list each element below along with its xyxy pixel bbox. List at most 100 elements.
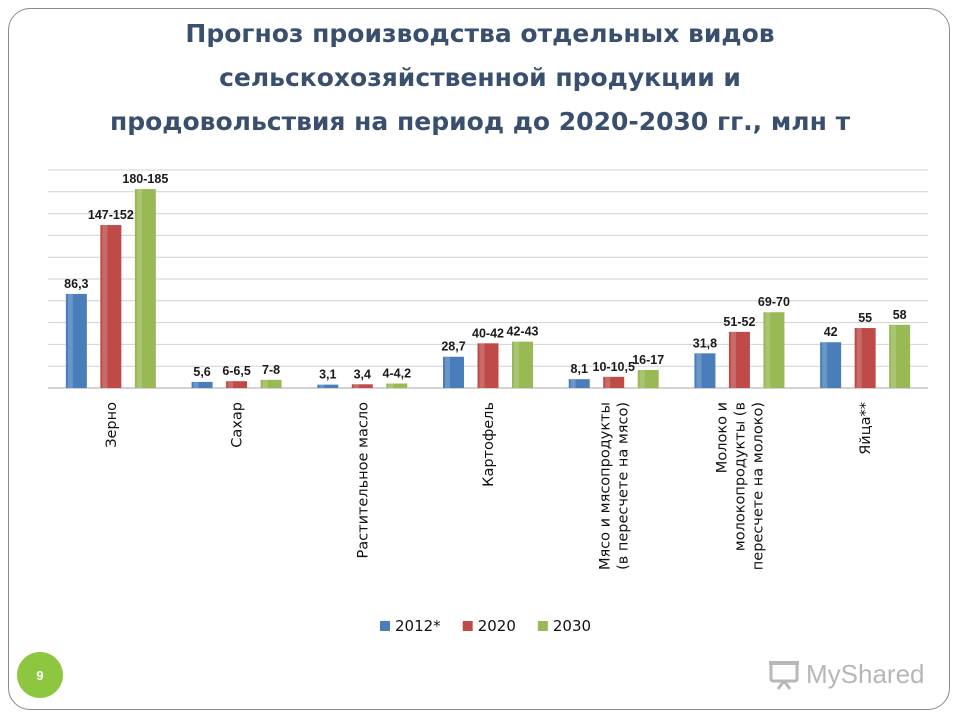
title-line-1: Прогноз производства отдельных видов <box>185 19 775 48</box>
data-label: 31,8 <box>693 336 717 350</box>
data-label: 40-42 <box>472 326 504 340</box>
category-label-line: Молоко и <box>714 402 730 473</box>
bar <box>260 379 282 388</box>
bar <box>443 356 464 388</box>
data-label: 51-52 <box>723 315 755 329</box>
data-label: 147-152 <box>88 208 134 222</box>
data-label: 28,7 <box>441 340 465 354</box>
bar-highlight <box>514 341 519 388</box>
bar <box>603 376 625 388</box>
bar <box>820 342 842 388</box>
category-label-line: Растительное масло <box>355 402 371 559</box>
bar <box>100 225 122 388</box>
category-label-line: молокопродукты (в <box>732 402 748 551</box>
category-label-line: Зерно <box>104 402 120 448</box>
bar <box>728 331 750 388</box>
category-label: Зерно <box>104 402 120 448</box>
legend-swatch <box>380 621 390 631</box>
data-label: 6-6,5 <box>222 364 251 378</box>
legend-swatch <box>462 621 473 631</box>
bar <box>637 370 659 388</box>
bar <box>191 381 213 388</box>
bar <box>889 324 911 388</box>
legend-label: 2030 <box>553 617 591 635</box>
legend-label: 2020 <box>478 617 516 635</box>
category-label: Мясо и мясопродукты (в пересчете на мясо) <box>598 402 632 570</box>
category-label-line: (в пересчете на мясо) <box>616 402 632 570</box>
title-line-2: сельскохозяйственной продукции и <box>219 63 741 92</box>
data-label: 3,1 <box>319 368 336 382</box>
bar <box>512 341 533 388</box>
category-label-line: Яйца** <box>858 402 874 455</box>
bar-highlight <box>193 381 199 388</box>
category-label: Картофель <box>481 402 497 487</box>
bar-highlight <box>730 331 736 388</box>
bar <box>317 384 339 388</box>
bar <box>351 384 373 388</box>
legend-label: 2012* <box>395 617 441 635</box>
legend-swatch <box>537 621 548 631</box>
bar <box>65 293 87 388</box>
data-label: 7-8 <box>262 363 280 377</box>
data-labels: 86,3 147-152 180-185 5,6 6-6,5 7-8 3,1 3,4 4-4,2… <box>64 172 906 382</box>
bar-highlight <box>605 376 611 388</box>
category-label: Растительное масло <box>355 402 371 559</box>
bars <box>65 189 911 388</box>
slide-title: Прогноз производства отдельных видов сел… <box>40 12 920 144</box>
bar-highlight <box>856 328 862 388</box>
category-labels: Зерно Сахар Растительное масло Картофель Мяс… <box>104 402 874 570</box>
bar-highlight <box>822 342 828 388</box>
data-label: 3,4 <box>354 367 371 381</box>
bar-highlight <box>765 312 771 388</box>
watermark-text: MyShared <box>806 658 925 689</box>
category-label: Молоко и молокопродукты (в пересчете на мо… <box>714 402 766 570</box>
bar <box>386 383 408 388</box>
legend: 2012* 2020 2030 <box>380 617 591 635</box>
data-label: 86,3 <box>64 277 88 291</box>
data-label: 180-185 <box>122 172 168 186</box>
data-label: 8,1 <box>571 362 588 376</box>
bar-highlight <box>67 293 73 388</box>
category-label-line: Картофель <box>481 402 497 487</box>
data-label: 42-43 <box>507 325 539 339</box>
bar-highlight <box>696 353 702 388</box>
data-label: 10-10,5 <box>593 360 635 374</box>
slide-frame <box>8 8 950 710</box>
category-label: Яйца** <box>858 402 874 455</box>
data-label: 55 <box>858 311 872 325</box>
bar <box>763 312 785 388</box>
data-label: 16-17 <box>632 353 664 367</box>
category-label-line: Мясо и мясопродукты <box>598 402 614 570</box>
bar <box>477 343 499 388</box>
data-label: 4-4,2 <box>383 367 412 381</box>
bar <box>226 381 248 388</box>
bar-highlight <box>102 225 108 388</box>
bar-highlight <box>891 324 897 388</box>
category-label-line: Сахар <box>230 402 246 448</box>
presentation-icon <box>769 661 799 690</box>
data-label: 42 <box>824 325 838 339</box>
page-number-badge: 9 <box>17 652 63 698</box>
bar-highlight <box>570 379 576 388</box>
bar-highlight <box>445 356 450 388</box>
data-label: 58 <box>893 308 907 322</box>
bar-highlight <box>228 381 234 388</box>
bar-highlight <box>353 384 359 388</box>
category-label: Сахар <box>230 402 246 448</box>
title-line-3: продовольствия на период до 2020-2030 гг… <box>109 107 851 136</box>
data-label: 69-70 <box>758 295 790 309</box>
bar <box>134 189 156 388</box>
bar-highlight <box>639 370 645 388</box>
bar-highlight <box>479 343 485 388</box>
bar <box>694 353 716 388</box>
bar-highlight <box>319 384 325 388</box>
bar-highlight <box>136 189 142 388</box>
watermark: MyShared <box>768 654 925 694</box>
bar-highlight <box>262 379 268 388</box>
bar <box>568 379 590 388</box>
data-label: 5,6 <box>193 365 210 379</box>
bar-highlight <box>388 383 394 388</box>
category-label-line: пересчете на молоко) <box>750 402 766 570</box>
bar <box>854 328 876 388</box>
